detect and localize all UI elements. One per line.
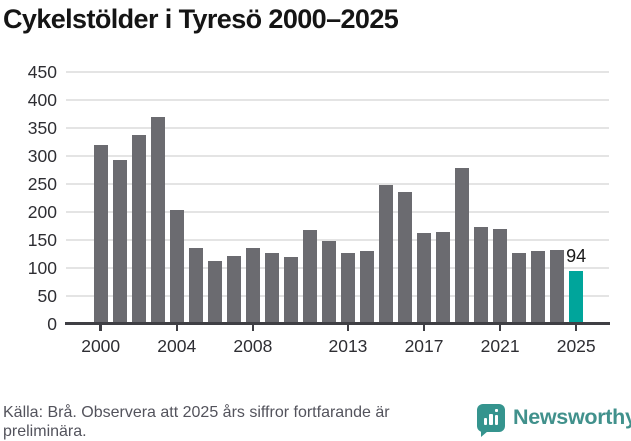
x-tick-2017	[422, 324, 426, 331]
bar-2003	[150, 116, 165, 322]
x-axis-label: 2017	[404, 336, 444, 356]
x-tick-2021	[498, 324, 502, 331]
bar-2014	[359, 251, 374, 322]
x-axis-label: 2000	[81, 336, 121, 356]
gridline-250	[66, 183, 609, 185]
y-axis-label: 200	[27, 202, 57, 222]
bar-2004	[169, 210, 184, 322]
x-axis-label: 2021	[480, 336, 520, 356]
bar-2013	[340, 252, 355, 322]
bar-2000	[93, 144, 108, 322]
highlight-value-label: 94	[566, 246, 587, 267]
bar-2018	[436, 232, 451, 322]
bar-2006	[207, 261, 222, 322]
bar-2015	[379, 185, 393, 322]
logo-exclamation-dot	[494, 408, 498, 412]
gridline-450	[66, 71, 609, 73]
newsworthy-logo-icon	[477, 403, 505, 437]
x-tick-2008	[251, 324, 255, 331]
gridline-100	[66, 267, 609, 269]
x-tick-2013	[346, 324, 350, 331]
gridline-200	[66, 211, 609, 213]
gridline-350	[66, 127, 609, 129]
bar-2005	[188, 248, 203, 322]
logo-mini-bar-1	[483, 417, 487, 425]
y-axis-label: 400	[27, 90, 57, 110]
y-axis-label: 0	[47, 314, 57, 334]
newsworthy-logo: Newsworthy	[477, 402, 631, 437]
bar-2019	[455, 167, 470, 322]
y-axis-label: 450	[27, 62, 57, 82]
bar-2017	[417, 233, 432, 322]
source-note: Källa: Brå. Observera att 2025 års siffr…	[3, 404, 390, 440]
gridline-150	[66, 239, 609, 241]
bar-2001	[112, 159, 127, 322]
y-axis-label: 250	[27, 174, 57, 194]
logo-mini-bar-3	[494, 414, 498, 425]
logo-mini-bar-2	[489, 413, 493, 425]
bar-2010	[283, 257, 298, 322]
y-axis-label: 150	[27, 230, 57, 250]
bar-2002	[131, 135, 146, 322]
y-axis-label: 350	[27, 118, 57, 138]
bar-2020	[474, 226, 489, 322]
y-axis-label: 50	[37, 286, 57, 306]
x-tick-2004	[175, 324, 179, 331]
x-axis-line	[65, 322, 610, 325]
x-axis-label: 2004	[157, 336, 197, 356]
x-tick-2000	[99, 324, 102, 331]
newsworthy-logo-text: Newsworthy	[513, 405, 631, 429]
bar-2009	[264, 253, 279, 322]
bar-2011	[302, 229, 317, 322]
x-tick-2025	[574, 324, 578, 331]
gridline-400	[66, 99, 609, 101]
y-axis-label: 300	[27, 146, 57, 166]
bar-2016	[398, 191, 413, 322]
y-axis-label: 100	[27, 258, 57, 278]
bar-2008	[245, 248, 260, 322]
bar-chart-plot-area: 0 50 100 150 200 250 300 350 400 450 2000 2004 2008 2…	[27, 62, 609, 356]
gridline-300	[66, 155, 609, 157]
bar-2012	[321, 241, 336, 322]
bar-2024	[550, 249, 565, 322]
gridline-50	[66, 295, 609, 297]
x-axis-label: 2008	[233, 336, 273, 356]
bar-2007	[226, 255, 241, 322]
bar-2023	[531, 250, 546, 322]
bar-highlight-2025	[569, 271, 584, 322]
bar-2021	[493, 228, 508, 322]
x-axis-label: 2025	[556, 336, 596, 356]
chart-title: Cykelstölder i Tyresö 2000–2025	[3, 4, 399, 34]
bar-2022	[512, 253, 527, 322]
x-axis-label: 2013	[328, 336, 368, 356]
